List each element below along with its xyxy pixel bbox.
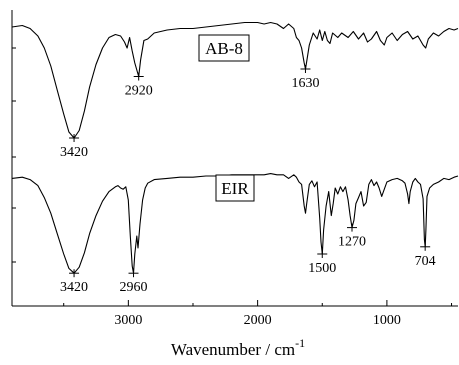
peak-label: 704 [415,254,436,269]
x-axis-label-text: Wavenumber / cm [171,340,295,359]
series-label-eir: EIR [221,179,249,198]
series-line-eir [11,173,459,274]
peak-label: 1270 [338,235,366,250]
x-axis-label-superscript: -1 [295,336,305,350]
series-label-box [215,174,255,202]
peak-label: 1500 [308,261,336,276]
x-axis-label: Wavenumber / cm-1 [171,336,305,359]
peak-label: 3420 [60,145,88,160]
plot-axes: 3000 2000 1000 [11,10,458,328]
series-layer [11,21,459,274]
series-label-ab-8: AB-8 [205,39,243,58]
peak-label: 2920 [125,84,153,99]
x-tick-label: 3000 [114,313,142,328]
series-line-ab-8 [11,21,459,139]
x-tick-label: 1000 [373,313,401,328]
series-label-box [198,34,250,62]
peak-label: 1630 [291,76,319,91]
peak-label: 2960 [120,280,148,295]
x-tick-label: 2000 [244,313,272,328]
peak-label: 3420 [60,280,88,295]
